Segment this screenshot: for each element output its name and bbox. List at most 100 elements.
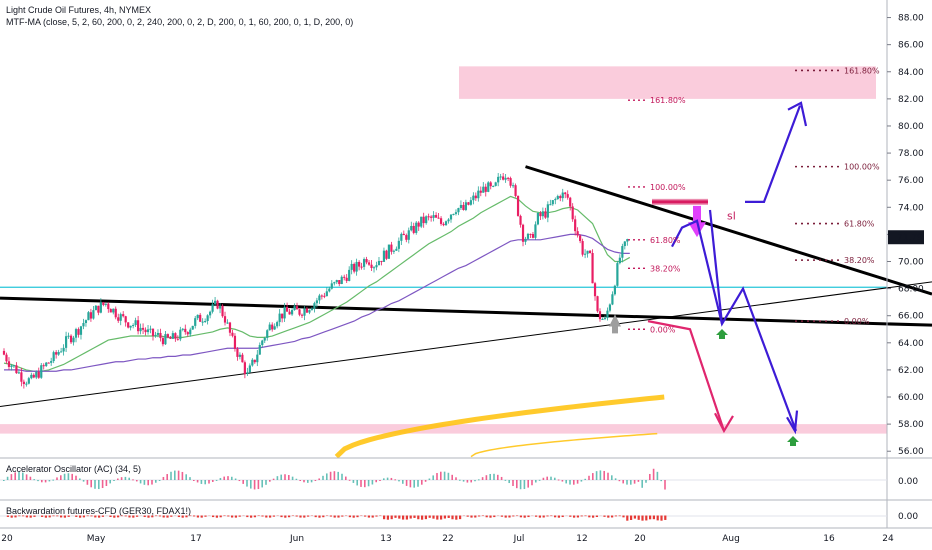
- ac-bar: [113, 480, 115, 481]
- ac-bar: [185, 474, 187, 480]
- candle: [176, 338, 179, 340]
- bw-bar: [512, 515, 515, 517]
- candle: [52, 352, 55, 362]
- ac-bar: [417, 480, 419, 487]
- price-tick-label: 68.00: [898, 285, 924, 295]
- candle: [325, 291, 328, 297]
- candle: [464, 202, 467, 210]
- ac-bar: [48, 480, 51, 482]
- bw-bar: [633, 515, 636, 519]
- candle: [37, 372, 40, 378]
- ac-bar: [428, 478, 431, 480]
- ac-bar: [554, 477, 556, 480]
- ac-bar: [124, 476, 127, 480]
- candle: [221, 305, 224, 317]
- bw-bar: [352, 515, 355, 518]
- ac-bar: [208, 480, 210, 484]
- bw-bar: [371, 515, 374, 518]
- candle: [151, 328, 155, 336]
- ac-bar: [132, 479, 134, 481]
- ac-bar: [603, 470, 605, 480]
- bw-bar: [341, 515, 344, 517]
- candle: [233, 335, 237, 349]
- candle: [104, 303, 107, 305]
- projection-path-down: [671, 219, 798, 432]
- candle: [474, 195, 477, 199]
- ac-bar: [94, 480, 96, 489]
- ac-bar: [303, 480, 305, 483]
- ac-bar: [371, 480, 374, 485]
- ac-bar: [238, 480, 241, 482]
- candle: [99, 302, 102, 313]
- candle: [204, 320, 207, 322]
- bw-bar: [386, 515, 389, 520]
- candle: [618, 257, 621, 264]
- bw-bar: [455, 515, 458, 520]
- candle: [355, 261, 358, 272]
- bw-bar: [580, 515, 583, 517]
- ac-bar: [29, 476, 32, 480]
- candle: [437, 217, 440, 219]
- candle: [536, 212, 540, 225]
- candle: [348, 269, 351, 281]
- candle: [253, 359, 256, 363]
- up-arrow-icon: [716, 328, 728, 339]
- candle: [313, 303, 316, 309]
- ac-bar: [18, 471, 20, 480]
- bw-bar: [67, 515, 70, 517]
- bw-bar: [451, 515, 454, 520]
- bw-bar: [542, 515, 545, 518]
- bw-bar: [29, 515, 32, 518]
- candle: [397, 240, 400, 249]
- candle: [174, 333, 177, 339]
- candle: [290, 310, 294, 315]
- fib-label: 100.00%: [650, 183, 686, 192]
- price-tick-label: 64.00: [898, 339, 924, 349]
- bw-bar: [63, 515, 66, 518]
- candle: [107, 303, 110, 310]
- candle: [315, 300, 318, 304]
- candle: [556, 196, 559, 200]
- ac-bar: [242, 480, 244, 484]
- bw-bar: [546, 515, 549, 517]
- ac-bar: [656, 471, 659, 480]
- candle: [611, 294, 614, 305]
- candle: [72, 337, 75, 343]
- candle: [482, 186, 485, 193]
- candle: [271, 324, 274, 330]
- bw-bar: [265, 515, 268, 518]
- ac-bar: [341, 473, 343, 480]
- ac-bar: [250, 480, 252, 489]
- candle: [422, 216, 425, 224]
- candle: [45, 362, 48, 366]
- time-tick-label: 24: [882, 534, 894, 544]
- ac-bar: [622, 480, 624, 484]
- target-zone: [0, 424, 887, 434]
- bw-bar: [212, 515, 215, 518]
- candle: [55, 352, 58, 355]
- candle: [228, 322, 232, 333]
- candle: [435, 215, 438, 218]
- bw-bar: [303, 515, 306, 518]
- price-tick-label: 60.00: [898, 393, 924, 403]
- bw-bar: [318, 515, 321, 518]
- candle: [25, 383, 28, 385]
- ac-bar: [246, 480, 248, 487]
- bw-bar: [523, 515, 526, 518]
- ac-bar: [212, 480, 214, 482]
- candle: [472, 195, 475, 201]
- candle: [499, 176, 502, 178]
- ac-bar: [257, 480, 260, 490]
- ac-bar: [546, 476, 548, 480]
- ac-bar: [44, 480, 47, 483]
- candle: [420, 216, 423, 227]
- bw-bar: [193, 515, 196, 517]
- candle: [469, 200, 472, 205]
- ac-bar: [326, 473, 328, 480]
- candle: [457, 208, 460, 213]
- candle: [20, 372, 23, 382]
- ac-bar: [459, 479, 461, 481]
- candle: [300, 314, 304, 316]
- candle: [164, 334, 167, 345]
